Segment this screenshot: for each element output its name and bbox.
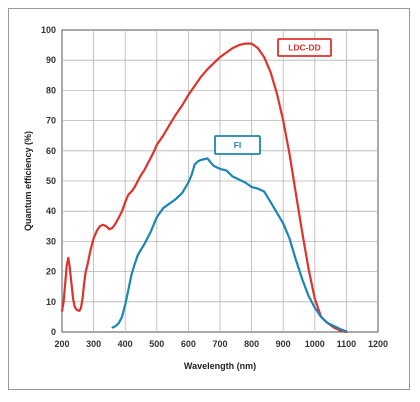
x-tick-label: 700 bbox=[212, 339, 227, 349]
y-tick-label: 70 bbox=[46, 116, 56, 126]
series-line-ldc-dd bbox=[60, 42, 348, 334]
y-tick-label: 100 bbox=[41, 25, 56, 35]
series-lines bbox=[60, 42, 348, 334]
x-tick-label: 1100 bbox=[337, 339, 357, 349]
y-tick-label: 50 bbox=[46, 176, 56, 186]
y-tick-label: 80 bbox=[46, 85, 56, 95]
x-tick-label: 1200 bbox=[368, 339, 388, 349]
y-tick-label: 30 bbox=[46, 236, 56, 246]
x-tick-labels: 200 300 400 500 600 700 800 900 1000 1100 1200 bbox=[54, 339, 388, 349]
y-axis-label: Quantum efficiency (%) bbox=[23, 131, 33, 231]
legend-ldc-dd-box bbox=[277, 38, 332, 57]
y-tick-label: 10 bbox=[46, 297, 56, 307]
legend-fi-box bbox=[214, 135, 261, 155]
x-tick-label: 1000 bbox=[305, 339, 325, 349]
legend-ldc-dd-label: LDC-DD bbox=[288, 43, 321, 53]
x-tick-label: 900 bbox=[276, 339, 291, 349]
x-axis-label: Wavelength (nm) bbox=[184, 361, 256, 371]
legend-ldc-dd: LDC-DD bbox=[277, 38, 332, 57]
legend-fi: FI bbox=[214, 135, 261, 155]
x-tick-label: 600 bbox=[181, 339, 196, 349]
grid bbox=[62, 30, 378, 332]
y-tick-label: 20 bbox=[46, 267, 56, 277]
series-line-fi bbox=[111, 157, 348, 333]
y-tick-labels: 0 10 20 30 40 50 60 70 80 90 100 bbox=[41, 25, 56, 337]
legend-fi-label: FI bbox=[234, 140, 242, 150]
y-tick-label: 60 bbox=[46, 146, 56, 156]
y-tick-label: 0 bbox=[51, 327, 56, 337]
x-tick-label: 800 bbox=[244, 339, 259, 349]
chart-frame: 200 300 400 500 600 700 800 900 1000 1100 1200 0 10… bbox=[8, 8, 410, 390]
y-tick-label: 40 bbox=[46, 206, 56, 216]
x-tick-label: 500 bbox=[149, 339, 164, 349]
x-tick-label: 200 bbox=[54, 339, 69, 349]
x-tick-label: 300 bbox=[86, 339, 101, 349]
y-tick-label: 90 bbox=[46, 55, 56, 65]
x-tick-label: 400 bbox=[118, 339, 133, 349]
qe-chart: 200 300 400 500 600 700 800 900 1000 1100 1200 0 10… bbox=[23, 25, 388, 371]
